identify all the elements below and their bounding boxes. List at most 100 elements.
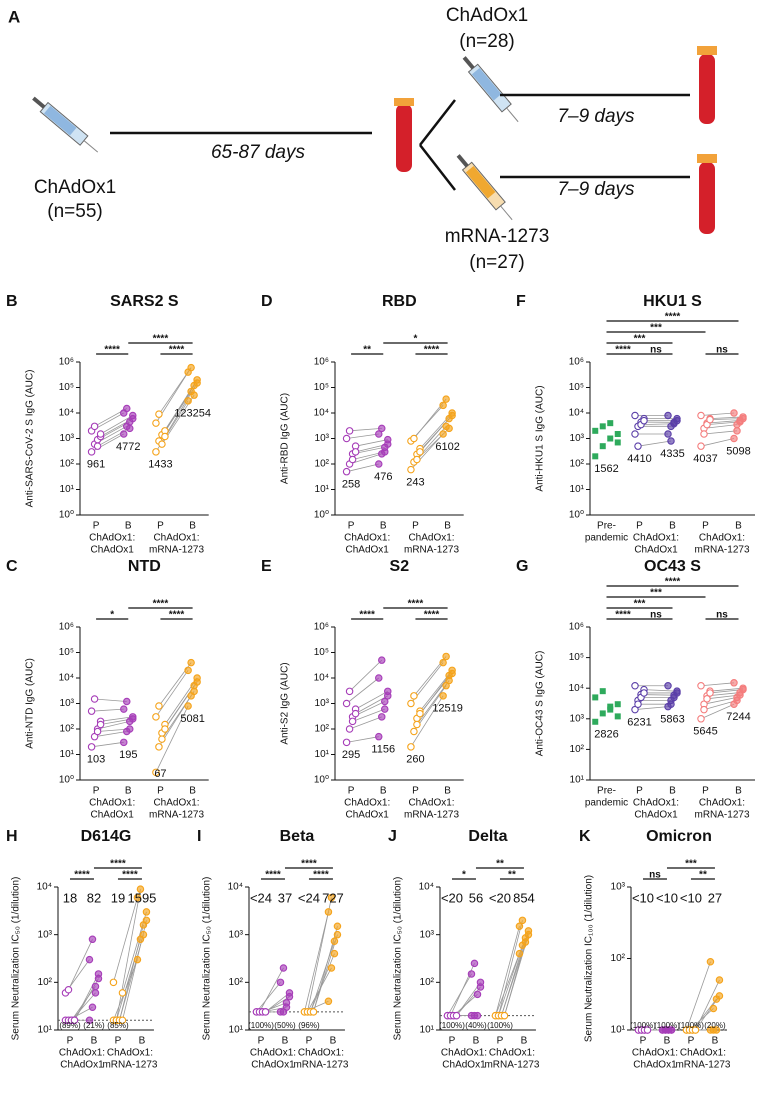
panel-title: Delta bbox=[468, 828, 507, 845]
y-tick-label: 10⁶ bbox=[569, 622, 584, 633]
y-tick-label: 10² bbox=[229, 977, 244, 988]
x-tick-label: P bbox=[497, 1036, 504, 1047]
pair-line bbox=[700, 438, 735, 447]
data-point bbox=[120, 705, 128, 713]
median-label: 727 bbox=[322, 890, 344, 905]
pair-line bbox=[97, 720, 130, 730]
data-point bbox=[378, 424, 386, 433]
y-tick-label: 10¹ bbox=[60, 484, 75, 495]
data-point bbox=[90, 695, 99, 703]
median-label: 82 bbox=[87, 890, 101, 905]
interval: 7–9 days bbox=[557, 106, 635, 127]
data-point bbox=[599, 443, 606, 450]
significance-label: ** bbox=[496, 859, 504, 870]
panel-letter: J bbox=[388, 828, 397, 845]
data-point bbox=[120, 430, 128, 438]
data-point bbox=[739, 685, 747, 694]
data-point bbox=[375, 460, 383, 468]
median-label: 2826 bbox=[594, 729, 618, 741]
group-label: mRNA-1273 bbox=[102, 1060, 157, 1071]
percent-label: (100%) bbox=[487, 1021, 513, 1030]
x-tick-label: B bbox=[669, 786, 676, 797]
y-tick-label: 10⁴ bbox=[59, 408, 74, 419]
pair-line bbox=[355, 690, 388, 710]
group-label: Pre- bbox=[597, 786, 616, 797]
data-point bbox=[384, 440, 392, 448]
data-point bbox=[87, 448, 96, 456]
y-tick-label: 10³ bbox=[420, 929, 435, 940]
x-tick-label: B bbox=[712, 1036, 719, 1047]
data-point bbox=[120, 738, 128, 747]
pair-line bbox=[447, 973, 472, 1016]
median-label: 476 bbox=[374, 471, 392, 483]
pair-line bbox=[700, 682, 735, 687]
data-point bbox=[342, 467, 351, 476]
data-point bbox=[129, 715, 137, 723]
data-point bbox=[470, 959, 479, 968]
y-tick-label: 10⁶ bbox=[59, 622, 74, 633]
data-point bbox=[407, 699, 415, 708]
panel-letter: D bbox=[261, 293, 273, 310]
pair-line bbox=[304, 911, 329, 1012]
significance-label: **** bbox=[110, 859, 126, 870]
data-point bbox=[452, 1011, 461, 1020]
data-point bbox=[324, 908, 333, 916]
significance-label: * bbox=[110, 610, 114, 621]
data-point bbox=[607, 420, 614, 427]
data-point bbox=[123, 404, 131, 413]
group-label: ChAdOx1 bbox=[442, 1060, 486, 1071]
data-point bbox=[439, 430, 447, 438]
data-point bbox=[152, 713, 160, 721]
data-point bbox=[439, 401, 447, 410]
data-point bbox=[712, 1026, 721, 1034]
data-point bbox=[88, 935, 97, 944]
median-label: 56 bbox=[469, 890, 483, 905]
median-label: 103 bbox=[87, 754, 105, 766]
data-point bbox=[706, 415, 714, 424]
data-point bbox=[634, 442, 642, 450]
pair-line bbox=[100, 716, 133, 722]
pair-line bbox=[686, 961, 711, 1031]
percent-label: (20%) bbox=[704, 1021, 726, 1030]
pair-line bbox=[349, 716, 382, 730]
percent-label: (100%) bbox=[678, 1021, 704, 1030]
data-point bbox=[500, 1011, 509, 1020]
panel-letter: I bbox=[197, 828, 201, 845]
data-point bbox=[348, 717, 357, 726]
data-point bbox=[631, 430, 639, 438]
y-tick-label: 10⁶ bbox=[314, 622, 329, 633]
median-label: 7244 bbox=[726, 711, 750, 723]
y-tick-label: 10⁰ bbox=[314, 510, 329, 521]
blood-tube bbox=[697, 154, 717, 234]
x-tick-label: P bbox=[67, 1036, 74, 1047]
data-point bbox=[413, 455, 421, 464]
data-point bbox=[94, 974, 103, 983]
median-label: 6102 bbox=[435, 441, 459, 453]
group-label: mRNA-1273 bbox=[694, 810, 749, 821]
significance-label: **** bbox=[665, 577, 681, 588]
pair-line bbox=[113, 897, 138, 983]
pair-line bbox=[709, 416, 744, 420]
data-point bbox=[592, 453, 599, 460]
data-point bbox=[599, 688, 606, 695]
x-tick-label: P bbox=[412, 786, 419, 797]
data-point bbox=[96, 430, 105, 438]
data-point bbox=[599, 710, 606, 717]
data-point bbox=[129, 411, 137, 420]
data-point bbox=[118, 1016, 127, 1025]
data-point bbox=[640, 416, 648, 425]
group-label: ChAdOx1: bbox=[680, 1048, 726, 1059]
y-tick-label: 10² bbox=[60, 459, 75, 470]
data-point bbox=[85, 955, 94, 964]
group-label: ChAdOx1: bbox=[89, 533, 135, 544]
data-point bbox=[667, 1026, 676, 1034]
significance-label: * bbox=[462, 870, 466, 881]
data-point bbox=[673, 416, 681, 425]
data-point bbox=[133, 955, 142, 964]
data-point bbox=[439, 692, 447, 700]
y-tick-label: 10³ bbox=[570, 433, 585, 444]
x-tick-label: P bbox=[115, 1036, 122, 1047]
data-point bbox=[184, 666, 192, 675]
pair-line bbox=[91, 708, 124, 712]
pair-line bbox=[498, 920, 523, 1016]
